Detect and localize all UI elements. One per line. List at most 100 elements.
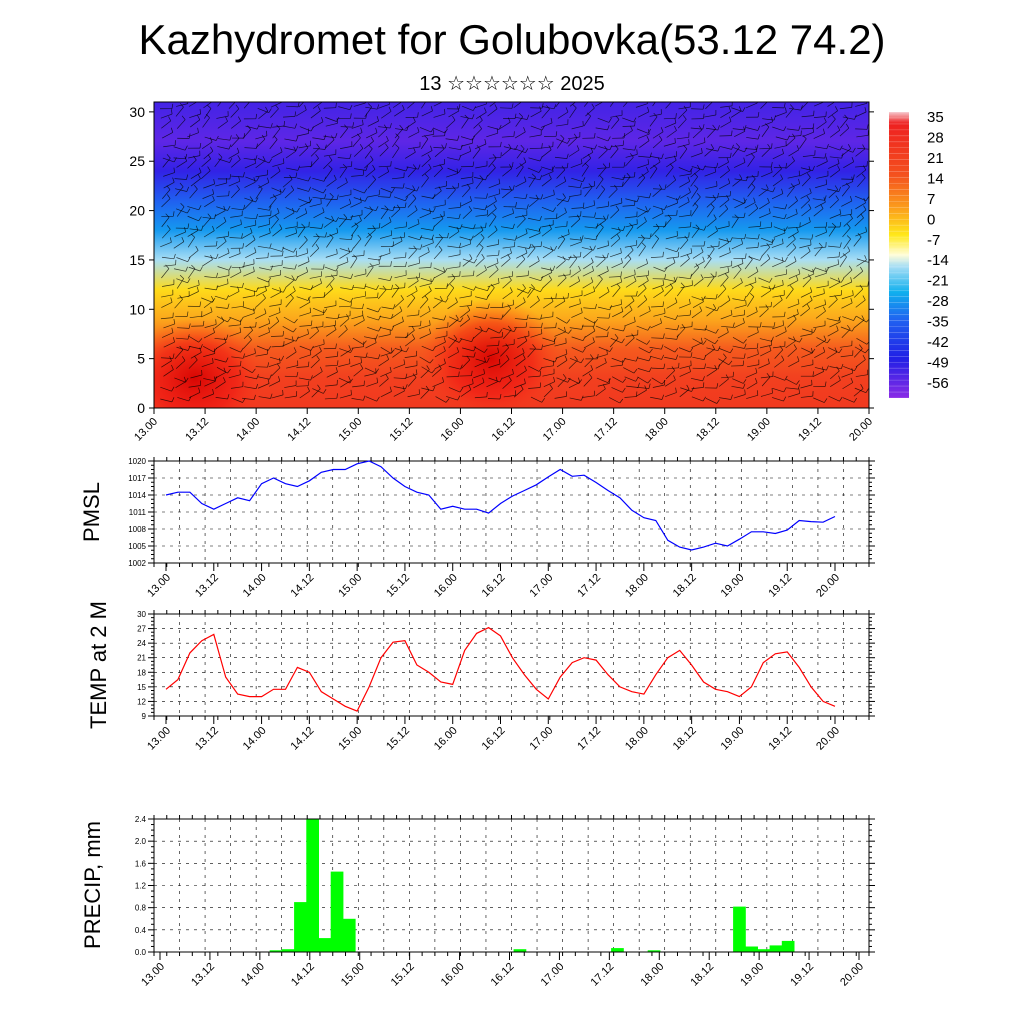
wind-barb [419,236,432,240]
wind-barb-flag [822,306,826,312]
wind-barb-flag [626,172,631,178]
wind-barb-flag [860,213,864,219]
wind-barb [351,132,363,139]
x-tick-label: 15.00 [336,416,364,444]
wind-barb [272,128,281,139]
wind-barb [827,118,836,129]
wind-barb-flag [781,355,785,361]
wind-barb [299,312,311,317]
wind-barb-flag [293,347,297,353]
wind-barb-flag [636,291,638,297]
wind-barb [391,187,404,189]
wind-barb-flag [413,147,416,153]
wind-barb [339,194,352,198]
wind-barb [842,382,853,390]
wind-barb [609,304,622,308]
wind-barb [269,304,282,307]
wind-barb [652,188,662,197]
wind-barb [841,372,853,378]
wind-barb-flag [579,298,581,304]
wind-barb [692,338,704,345]
x-tick-label: 17.00 [541,416,569,444]
wind-barb-flag [649,348,653,354]
wind-barb-flag [567,229,570,235]
wind-barb [610,238,621,247]
wind-barb [298,145,311,149]
x-tick-label: 14.12 [285,416,313,444]
wind-barb-flag [561,165,566,171]
wind-barb-flag [443,96,444,101]
wind-barb [732,314,745,318]
wind-barb-flag [673,375,676,381]
wind-barb-flag [606,214,609,220]
wind-barb [855,359,866,368]
wind-barb [354,273,367,277]
wind-barb-flag [686,384,690,390]
wind-barb-flag [539,215,542,221]
wind-barb [747,156,755,167]
wind-barb [325,384,338,387]
wind-barb [529,286,541,293]
wind-barb-flag [728,106,732,112]
wind-barb [500,347,509,357]
wind-barb-flag [769,277,773,283]
wind-barb [309,275,322,279]
wind-barb [690,176,698,187]
wind-barb [516,233,528,239]
wind-barb-flag [594,212,596,218]
wind-barb-flag [620,271,622,277]
wind-barb [554,300,566,308]
wind-barb-flag [662,301,664,307]
wind-barb-flag [825,156,828,162]
wind-barb [802,154,815,157]
wind-barb [733,322,745,329]
wind-barb [733,269,742,279]
x-tick-label: 16.00 [439,416,467,444]
wind-barb-flag [459,317,464,322]
wind-barb [255,290,267,297]
wind-barb-flag [254,348,256,354]
wind-barb-flag [241,282,244,288]
wind-barb-flag [167,194,171,199]
wind-barb-flag [523,297,526,303]
wind-barb [678,201,690,208]
wind-barb [488,377,501,383]
wind-barb-flag [171,386,175,392]
wind-barb [595,325,608,331]
wind-barb [556,377,568,383]
wind-barb [433,113,446,118]
wind-barb [582,395,595,398]
wind-barb-flag [710,144,714,149]
wind-barb-flag [280,147,283,153]
wind-barb [732,336,744,344]
wind-barb [296,133,309,137]
wind-barb [653,266,665,272]
wind-barb-flag [807,274,812,279]
wind-barb-flag [619,398,624,404]
wind-barb-flag [352,122,355,128]
x-tick-label: 19.12 [788,961,816,989]
wind-barb [543,358,556,363]
wind-barb [448,147,461,151]
wind-barb-flag [823,117,827,123]
wind-barb-flag [663,363,666,369]
wind-barb [312,296,325,299]
wind-barb-flag [515,202,517,208]
wind-barb-flag [582,347,586,353]
wind-barb-flag [199,266,203,272]
wind-barb [418,251,430,258]
wind-barb [759,308,769,318]
wind-barb-flag [253,308,255,314]
wind-barb [568,137,578,147]
wind-barb [717,271,730,277]
wind-barb-flag [643,295,648,300]
wind-barb [459,305,472,308]
wind-barb [663,117,676,120]
wind-barb-flag [369,206,373,211]
wind-barb-flag [370,136,374,142]
wind-barb [719,199,730,208]
wind-barb [392,147,400,159]
wind-barb [570,295,583,299]
wind-barb [474,143,487,150]
wind-barb-flag [496,128,499,134]
